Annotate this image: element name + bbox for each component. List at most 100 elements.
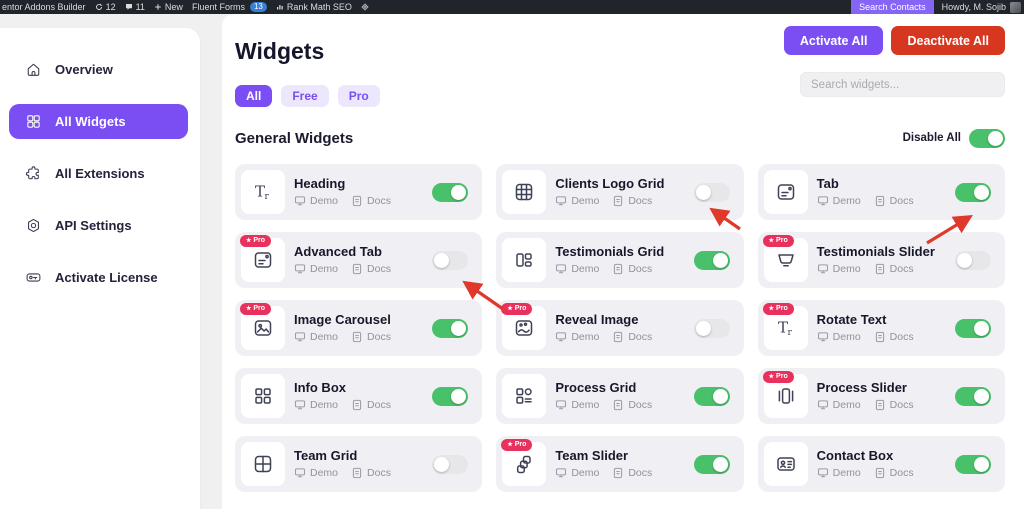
demo-link[interactable]: Demo [555, 331, 599, 343]
filter-tab-pro[interactable]: Pro [337, 85, 380, 107]
team-grid-icon [241, 442, 285, 486]
docs-link[interactable]: Docs [874, 467, 914, 479]
avatar [1010, 1, 1021, 13]
puzzle-icon [25, 165, 42, 182]
widget-toggle[interactable] [954, 250, 991, 270]
adminbar-howdy[interactable]: Howdy, M. Sojib [934, 0, 1024, 14]
filter-tabs: All Free Pro [235, 85, 380, 107]
widget-title: Reveal Image [555, 312, 639, 327]
disable-all-toggle[interactable] [969, 128, 1005, 148]
docs-link[interactable]: Docs [351, 467, 391, 479]
widgets-grid-icon [25, 113, 42, 130]
widget-toggle[interactable] [693, 182, 730, 202]
widget-toggle[interactable] [954, 386, 991, 406]
star-icon: ★ [507, 306, 513, 312]
sidebar-item-activate-license[interactable]: Activate License [9, 260, 188, 295]
disable-all-label: Disable All [902, 132, 961, 144]
diamond-icon[interactable] [361, 3, 369, 11]
demo-link[interactable]: Demo [294, 467, 338, 479]
doc-icon [874, 399, 886, 411]
monitor-icon [294, 331, 306, 343]
sidebar-item-overview[interactable]: Overview [9, 52, 188, 87]
adminbar-rank-math[interactable]: Rank Math SEO [276, 0, 352, 14]
widget-title: Contact Box [816, 448, 894, 463]
widget-toggle[interactable] [432, 182, 469, 202]
docs-link[interactable]: Docs [612, 263, 652, 275]
sidebar-item-all-extensions[interactable]: All Extensions [9, 156, 188, 191]
adminbar-new[interactable]: New [154, 0, 183, 14]
demo-link[interactable]: Demo [817, 467, 861, 479]
sidebar: Overview All Widgets All Extensions API … [0, 28, 200, 509]
widget-toggle[interactable] [432, 386, 469, 406]
filter-tab-all[interactable]: All [235, 85, 273, 107]
widget-toggle[interactable] [693, 318, 730, 338]
widget-toggle[interactable] [432, 250, 469, 270]
adminbar-fluent-forms[interactable]: Fluent Forms 13 [192, 0, 267, 14]
docs-link[interactable]: Docs [874, 195, 914, 207]
docs-link[interactable]: Docs [874, 331, 914, 343]
demo-link[interactable]: Demo [555, 467, 599, 479]
docs-link[interactable]: Docs [612, 195, 652, 207]
sidebar-item-api-settings[interactable]: API Settings [9, 208, 188, 243]
demo-link[interactable]: Demo [817, 399, 861, 411]
demo-link[interactable]: Demo [817, 195, 861, 207]
demo-link[interactable]: Demo [555, 195, 599, 207]
demo-link[interactable]: Demo [817, 263, 861, 275]
activate-all-button[interactable]: Activate All [783, 26, 884, 55]
widget-toggle[interactable] [693, 454, 730, 474]
page-title: Widgets [235, 38, 325, 64]
adminbar-updates[interactable]: 12 [95, 0, 116, 14]
widget-toggle[interactable] [954, 318, 991, 338]
widget-toggle[interactable] [954, 454, 991, 474]
docs-link[interactable]: Docs [874, 263, 914, 275]
widget-toggle[interactable] [954, 182, 991, 202]
demo-link[interactable]: Demo [294, 331, 338, 343]
doc-icon [612, 331, 624, 343]
widget-toggle[interactable] [432, 318, 469, 338]
team-slider-icon [502, 442, 547, 486]
widget-card: ★Pro Clients Logo Grid Demo Docs [496, 164, 744, 220]
docs-link[interactable]: Docs [351, 331, 391, 343]
docs-link[interactable]: Docs [612, 399, 652, 411]
adminbar-comments[interactable]: 11 [125, 0, 145, 14]
demo-link[interactable]: Demo [555, 399, 599, 411]
doc-icon [874, 195, 886, 207]
widget-toggle[interactable] [432, 454, 469, 474]
adminbar-search-contacts[interactable]: Search Contacts [851, 0, 934, 14]
widget-title: Heading [294, 176, 346, 191]
doc-icon [351, 467, 363, 479]
widget-title: Advanced Tab [294, 244, 382, 259]
widget-toggle[interactable] [693, 250, 730, 270]
monitor-icon [294, 195, 306, 207]
docs-link[interactable]: Docs [612, 331, 652, 343]
demo-link[interactable]: Demo [555, 263, 599, 275]
docs-link[interactable]: Docs [351, 399, 391, 411]
doc-icon [351, 263, 363, 275]
sidebar-item-all-widgets[interactable]: All Widgets [9, 104, 188, 139]
docs-link[interactable]: Docs [351, 263, 391, 275]
docs-link[interactable]: Docs [874, 399, 914, 411]
doc-icon [351, 399, 363, 411]
star-icon: ★ [246, 306, 252, 312]
widget-card: ★Pro Team Grid Demo Docs [235, 436, 483, 492]
monitor-icon [555, 195, 567, 207]
docs-link[interactable]: Docs [612, 467, 652, 479]
main-panel: Widgets Activate All Deactivate All All F… [222, 14, 1024, 509]
pro-badge: ★ Pro [762, 235, 794, 247]
filter-tab-free[interactable]: Free [281, 85, 329, 107]
svg-text:r: r [265, 192, 270, 202]
demo-link[interactable]: Demo [294, 263, 338, 275]
demo-link[interactable]: Demo [294, 195, 338, 207]
demo-link[interactable]: Demo [294, 399, 338, 411]
section-title: General Widgets [235, 129, 354, 147]
docs-link[interactable]: Docs [351, 195, 391, 207]
deactivate-all-button[interactable]: Deactivate All [891, 26, 1005, 55]
pro-badge: ★ Pro [501, 303, 533, 315]
demo-link[interactable]: Demo [817, 331, 861, 343]
widget-toggle[interactable] [693, 386, 730, 406]
search-widgets-input[interactable] [800, 72, 1005, 97]
wp-admin-bar: entor Addons Builder 12 11 New Fluent Fo… [0, 0, 1024, 14]
adminbar-site-name[interactable]: entor Addons Builder [2, 2, 86, 12]
widget-title: Process Grid [555, 380, 637, 395]
monitor-icon [555, 399, 567, 411]
